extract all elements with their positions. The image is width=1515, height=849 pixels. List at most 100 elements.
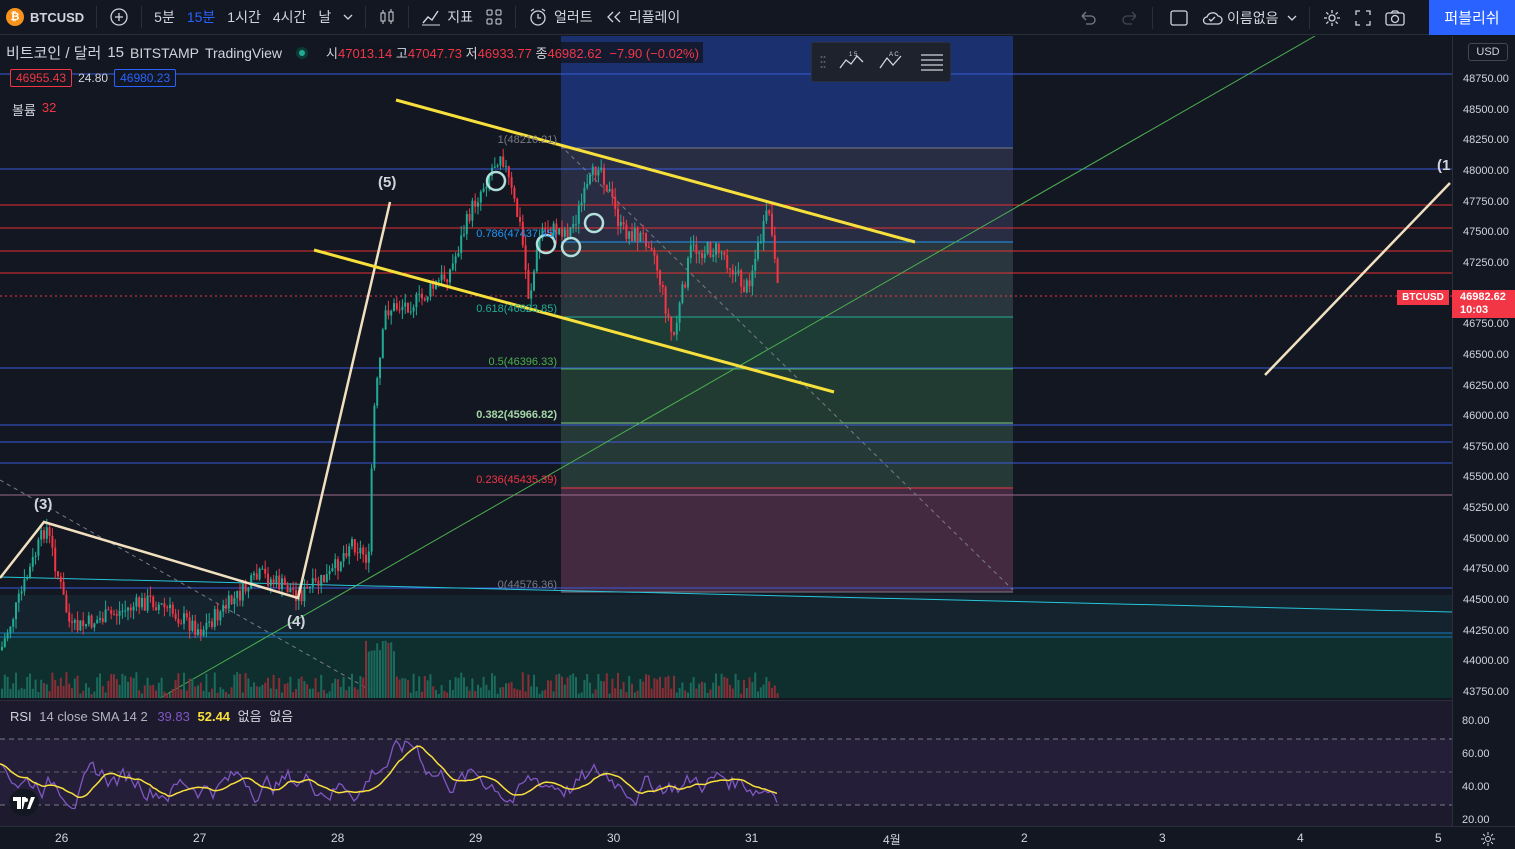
time-axis-label: 5 (1435, 831, 1442, 845)
price-axis-label: 45750.00 (1463, 441, 1509, 453)
elliott-impulse-icon[interactable]: 1 5 (838, 50, 866, 74)
rsi-axis-40: 40.00 (1462, 781, 1490, 793)
tradingview-logo-icon (13, 796, 35, 809)
time-axis-label: 30 (607, 831, 621, 845)
rsi-axis-60: 60.00 (1462, 748, 1490, 760)
divider (1152, 6, 1153, 29)
redo-button[interactable] (1114, 0, 1146, 35)
price-axis-label: 47750.00 (1463, 196, 1509, 208)
interval-15m[interactable]: 15분 (186, 9, 216, 25)
fib-label-0: 0(44576.36) (498, 579, 557, 591)
divider (141, 6, 143, 28)
interval-dropdown[interactable] (337, 0, 359, 35)
rsi-axis-20: 20.00 (1462, 814, 1490, 826)
time-axis-label: 31 (745, 831, 759, 845)
legend-exchange: BITSTAMP (130, 44, 199, 61)
compare-button[interactable] (103, 0, 135, 35)
bar-countdown: 10:03 (1460, 304, 1489, 316)
alerts-button[interactable]: 얼러트 (522, 0, 599, 35)
price-axis-label: 45250.00 (1463, 502, 1509, 514)
tradingview-logo[interactable] (9, 789, 39, 816)
price-axis-label: 44000.00 (1463, 655, 1509, 667)
rsi-na-2: 없음 (269, 709, 294, 724)
drag-handle-icon[interactable] (820, 55, 826, 69)
wave-label-1: (1 (1437, 157, 1450, 174)
interval-1d[interactable]: 날 (318, 9, 332, 25)
undo-button[interactable] (1072, 0, 1104, 35)
alarm-clock-icon (530, 8, 546, 26)
symbol-search[interactable]: ₿ BTCUSD (0, 0, 90, 35)
interval-4h[interactable]: 4시간 (272, 9, 307, 25)
undo-icon (1081, 11, 1096, 25)
time-axis-label: 4월 (883, 833, 901, 847)
main-chart[interactable]: (3) (4) (5) (1 1(48216.21) 0.786(47437.4… (0, 36, 1452, 698)
price-axis-label: 44250.00 (1463, 625, 1509, 637)
camera-icon (1384, 9, 1405, 26)
indicators-button[interactable]: 지표 (415, 0, 479, 35)
fib-label-0382: 0.382(45966.82) (476, 409, 557, 421)
time-axis[interactable]: 26 27 28 29 30 31 4월 2 3 4 5 (0, 826, 1515, 849)
price-axis-label: 45500.00 (1463, 471, 1509, 483)
rsi-canvas[interactable] (0, 701, 1452, 826)
fib-label-0618: 0.618(46823.85) (476, 303, 557, 315)
fullscreen-button[interactable] (1348, 0, 1378, 35)
price-axis-label: 44500.00 (1463, 594, 1509, 606)
time-axis-label: 27 (193, 831, 207, 845)
price-axis-label: 44750.00 (1463, 563, 1509, 575)
price-chart-canvas[interactable]: (3) (4) (5) (1 1(48216.21) 0.786(47437.4… (0, 36, 1452, 698)
divider (1308, 6, 1310, 29)
publish-button[interactable]: 퍼블리쉬 (1429, 0, 1515, 35)
legend-interval: 15 (107, 44, 124, 61)
bid-price[interactable]: 46955.43 (10, 69, 73, 87)
gear-icon (1323, 9, 1340, 26)
high-value: 47047.73 (407, 46, 463, 61)
rewind-icon (606, 11, 621, 23)
alerts-label: 얼러트 (554, 9, 593, 25)
rsi-axis-80: 80.00 (1462, 715, 1490, 727)
channel-upper-line (395, 98, 916, 244)
indicators-icon (422, 10, 441, 26)
chart-type-button[interactable] (372, 0, 402, 35)
time-axis-label: 28 (331, 831, 345, 845)
rsi-na-1: 없음 (237, 709, 262, 724)
settings-button[interactable] (1316, 0, 1348, 35)
rsi-sma-line (0, 745, 778, 799)
fib-zone-0382-0236 (561, 423, 1013, 488)
currency-button[interactable]: USD (1468, 43, 1508, 61)
horizontal-levels (0, 73, 1452, 638)
price-axis[interactable]: 48750.00 48500.00 48250.00 48000.00 47750.00… (1452, 36, 1515, 826)
chart-legend: 비트코인 / 달러 15 BITSTAMP TradingView 시47013… (6, 42, 703, 63)
price-axis-label: 45000.00 (1463, 533, 1509, 545)
price-axis-label: 48750.00 (1463, 73, 1509, 85)
fullscreen-icon (1354, 9, 1371, 26)
floating-drawing-toolbar: 1 5 A C (811, 42, 951, 82)
time-axis-label: 29 (469, 831, 483, 845)
replay-button[interactable]: 리플레이 (599, 0, 687, 35)
volume-value: 32 (41, 100, 57, 115)
lines-menu-icon[interactable] (918, 50, 946, 74)
cloud-save-button[interactable]: 이름없음 (1195, 0, 1303, 35)
divider (515, 6, 517, 28)
rsi-panel[interactable] (0, 700, 1452, 826)
templates-button[interactable] (479, 0, 509, 35)
symbol-title[interactable]: 비트코인 / 달러 (6, 45, 102, 62)
interval-1h[interactable]: 1시간 (227, 9, 261, 25)
fib-zone-0236-0 (561, 488, 1013, 592)
ask-price[interactable]: 46980.23 (114, 69, 177, 87)
layout-select-button[interactable] (1163, 0, 1195, 35)
rsi-sma-value: 52.44 (197, 709, 231, 724)
svg-text:1 5: 1 5 (849, 52, 858, 58)
interval-5m[interactable]: 5분 (154, 9, 175, 25)
cloud-icon (1202, 11, 1223, 25)
elliott-correction-icon[interactable]: A C (878, 50, 906, 74)
rsi-label[interactable]: RSI (10, 709, 32, 724)
candles-icon (380, 9, 394, 24)
rsi-axis[interactable]: 80.00 60.00 40.00 20.00 (1452, 700, 1515, 826)
lower-zone (0, 595, 1452, 632)
add-circle-icon (110, 8, 128, 26)
settings-gear-icon[interactable] (1480, 831, 1496, 847)
dashed-projection-2 (559, 144, 1014, 591)
elliott-wave-line (0, 201, 392, 600)
screenshot-button[interactable] (1378, 0, 1412, 35)
price-axis-label: 46750.00 (1463, 318, 1509, 330)
